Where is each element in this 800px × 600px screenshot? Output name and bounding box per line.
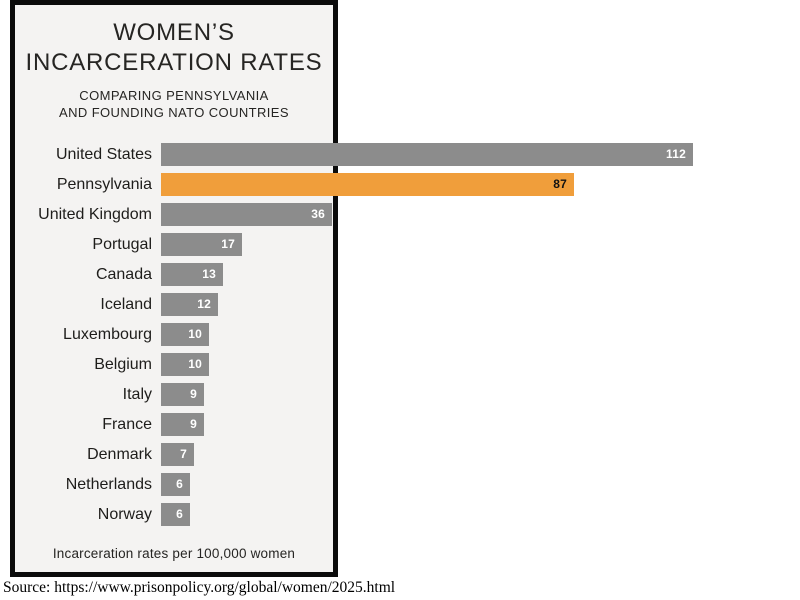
bar-value-label-pennsylvania: 87: [553, 177, 567, 191]
category-label-italy: Italy: [122, 386, 152, 403]
bar-value-label-denmark: 7: [180, 447, 187, 461]
category-label-pennsylvania: Pennsylvania: [56, 176, 152, 193]
chart-title: WOMEN’S INCARCERATION RATES: [15, 18, 333, 78]
bar-value-label-belgium: 10: [188, 357, 202, 371]
bar-united-states: 112: [161, 143, 693, 166]
bar-value-label-united-states: 112: [666, 147, 686, 161]
category-label-canada: Canada: [95, 266, 152, 283]
category-label-france: France: [102, 416, 152, 433]
bar-value-label-netherlands: 6: [176, 477, 183, 491]
bar-italy: 9: [161, 383, 204, 406]
chart-subtitle-line1: COMPARING PENNSYLVANIA: [79, 88, 269, 103]
category-label-belgium: Belgium: [94, 356, 152, 373]
category-label-norway: Norway: [97, 506, 152, 523]
bar-united-kingdom: 36: [161, 203, 332, 226]
bar-canada: 13: [161, 263, 223, 286]
bar-value-label-iceland: 12: [197, 297, 211, 311]
bar-netherlands: 6: [161, 473, 190, 496]
chart-footnote: Incarceration rates per 100,000 women: [52, 546, 296, 561]
bar-portugal: 17: [161, 233, 242, 256]
chart-title-line1: WOMEN’S: [113, 19, 235, 46]
category-label-united-states: United States: [55, 146, 152, 163]
source-text: Source: https://www.prisonpolicy.org/glo…: [3, 579, 396, 596]
category-label-portugal: Portugal: [92, 236, 152, 253]
category-label-denmark: Denmark: [87, 446, 152, 463]
category-label-iceland: Iceland: [100, 296, 152, 313]
bar-denmark: 7: [161, 443, 194, 466]
category-label-netherlands: Netherlands: [65, 476, 152, 493]
chart-title-line2: INCARCERATION RATES: [25, 49, 323, 76]
bar-value-label-france: 9: [190, 417, 197, 431]
bar-norway: 6: [161, 503, 190, 526]
bar-value-label-canada: 13: [202, 267, 216, 281]
bar-iceland: 12: [161, 293, 218, 316]
bar-pennsylvania: 87: [161, 173, 574, 196]
bar-value-label-norway: 6: [176, 507, 183, 521]
bar-france: 9: [161, 413, 204, 436]
category-label-united-kingdom: United Kingdom: [38, 206, 152, 223]
category-label-luxembourg: Luxembourg: [63, 326, 152, 343]
bar-value-label-united-kingdom: 36: [311, 207, 325, 221]
bar-value-label-portugal: 17: [221, 237, 235, 251]
chart-subtitle-line2: AND FOUNDING NATO COUNTRIES: [59, 105, 289, 120]
bar-luxembourg: 10: [161, 323, 209, 346]
bar-value-label-luxembourg: 10: [188, 327, 202, 341]
chart-subtitle: COMPARING PENNSYLVANIA AND FOUNDING NATO…: [15, 87, 333, 121]
bar-value-label-italy: 9: [190, 387, 197, 401]
bar-belgium: 10: [161, 353, 209, 376]
